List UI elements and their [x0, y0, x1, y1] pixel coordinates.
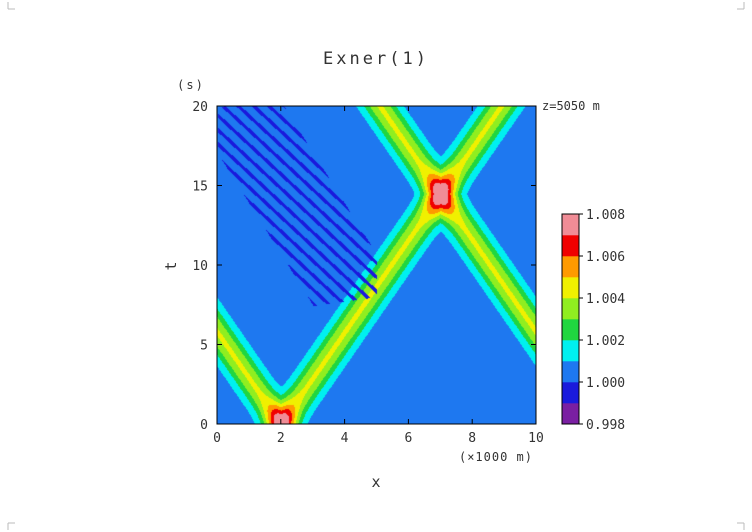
x-tick-label: 2: [277, 431, 285, 446]
y-tick-label: 0: [200, 418, 208, 433]
colorbar-label: 1.006: [586, 250, 625, 265]
y-axis: 0 5 10 15 20: [192, 100, 536, 433]
colorbar: 1.008 1.006 1.004 1.002 1.000 0.998: [561, 208, 625, 433]
x-axis-label: x: [371, 473, 380, 491]
colorbar-label: 1.000: [586, 376, 625, 391]
crop-marks: [7, 2, 745, 530]
colorbar-label: 1.008: [586, 208, 625, 223]
x-tick-label: 6: [404, 431, 412, 446]
colorbar-segment: [562, 382, 579, 404]
y-tick-label: 15: [192, 180, 208, 195]
colorbar-segment: [562, 214, 579, 236]
x-axis-unit: (×1000 m): [459, 450, 533, 464]
y-axis-label: t: [162, 261, 180, 270]
heatmap-field: [217, 106, 536, 424]
z-level-annotation: z=5050 m: [542, 99, 600, 113]
colorbar-segment: [562, 235, 579, 257]
colorbar-segment: [562, 361, 579, 383]
y-tick-label: 20: [192, 100, 208, 115]
colorbar-segment: [562, 298, 579, 320]
colorbar-segment: [562, 277, 579, 299]
colorbar-label: 1.002: [586, 334, 625, 349]
chart-title: Exner(1): [323, 49, 429, 69]
colorbar-label: 1.004: [586, 292, 625, 307]
y-tick-label: 5: [200, 339, 208, 354]
plot-area: [216, 105, 537, 425]
x-axis: 0 2 4 6 8 10: [213, 106, 544, 446]
colorbar-segment: [562, 340, 579, 362]
x-tick-label: 4: [341, 431, 349, 446]
x-tick-label: 0: [213, 431, 221, 446]
colorbar-segment: [562, 403, 579, 425]
y-axis-unit: (s): [177, 78, 205, 92]
x-tick-label: 10: [528, 431, 544, 446]
colorbar-label: 0.998: [586, 418, 625, 433]
y-tick-label: 10: [192, 259, 208, 274]
colorbar-frame: [561, 213, 580, 425]
colorbar-segment: [562, 256, 579, 278]
colorbar-segment: [562, 319, 579, 341]
x-tick-label: 8: [468, 431, 476, 446]
